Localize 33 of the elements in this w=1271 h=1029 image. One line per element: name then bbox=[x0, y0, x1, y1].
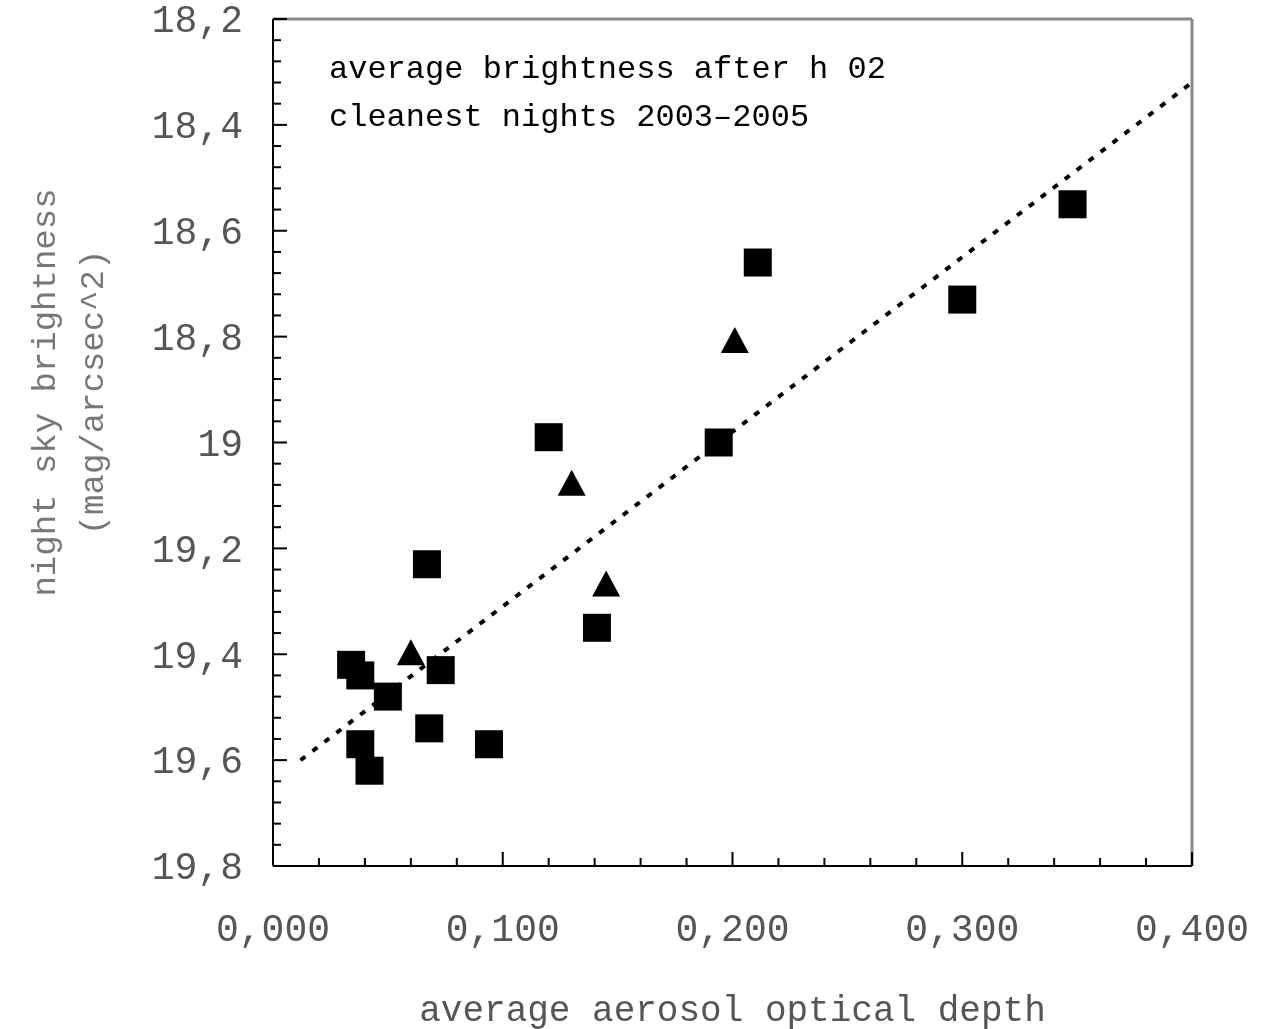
point bbox=[582, 613, 611, 642]
point bbox=[396, 639, 425, 666]
y-tick-label: 19,4 bbox=[151, 635, 243, 679]
point bbox=[534, 423, 563, 452]
point bbox=[948, 285, 977, 314]
y-tick-label: 18,6 bbox=[151, 212, 243, 256]
y-tick-label: 19,8 bbox=[151, 847, 243, 891]
annotation: average brightness after h 02 bbox=[329, 51, 886, 88]
x-tick-label: 0,400 bbox=[1134, 909, 1250, 952]
y-tick-label: 19,2 bbox=[151, 529, 243, 573]
y-tick-label: 18,8 bbox=[151, 317, 243, 361]
y-axis-title: night sky brightness (mag/arcsec^2) bbox=[27, 188, 113, 597]
y-tick-label: 19 bbox=[197, 423, 243, 467]
x-tick-label: 0,000 bbox=[215, 909, 331, 952]
point bbox=[743, 248, 772, 277]
point bbox=[1058, 190, 1087, 219]
x-axis-title: average aerosol optical depth bbox=[419, 991, 1046, 1029]
point bbox=[412, 550, 441, 579]
point bbox=[415, 714, 444, 743]
point bbox=[346, 730, 375, 759]
y-tick-label: 18,4 bbox=[151, 106, 243, 150]
point bbox=[426, 656, 455, 685]
x-tick-label: 0,300 bbox=[905, 909, 1020, 952]
point bbox=[704, 428, 733, 457]
x-tick-label: 0,100 bbox=[445, 909, 560, 952]
x-tick-label: 0,200 bbox=[675, 909, 790, 952]
y-tick-label: 18,2 bbox=[151, 0, 243, 44]
point bbox=[373, 682, 402, 711]
point bbox=[355, 756, 384, 785]
annotation: cleanest nights 2003–2005 bbox=[329, 99, 810, 136]
y-tick-label: 19,6 bbox=[151, 741, 243, 785]
point bbox=[474, 730, 503, 759]
point bbox=[592, 570, 621, 597]
